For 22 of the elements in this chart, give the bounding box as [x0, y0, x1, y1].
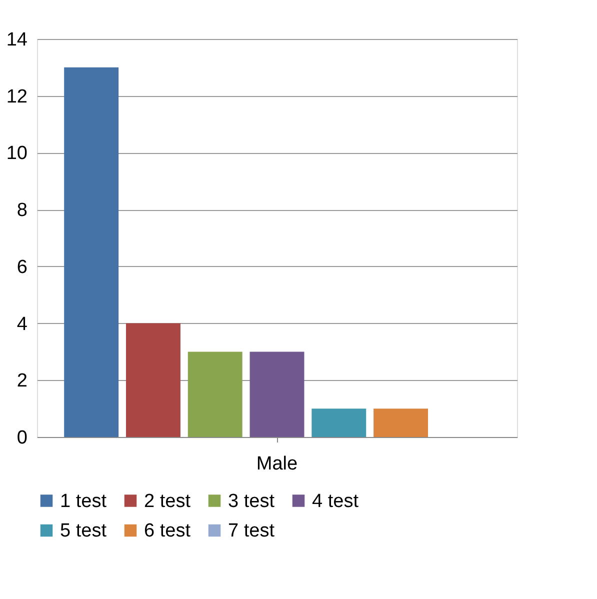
legend-label: 2 test	[144, 490, 192, 512]
y-tick-label: 2	[16, 370, 28, 392]
y-tick-label: 0	[16, 428, 28, 448]
bar	[126, 323, 180, 437]
legend-label: 6 test	[144, 520, 192, 542]
bar	[188, 352, 242, 437]
y-tick-label: 4	[16, 314, 28, 335]
bar	[374, 408, 428, 437]
legend-label: 4 test	[312, 490, 360, 512]
y-tick-label: 14	[6, 30, 28, 50]
bar	[312, 408, 366, 437]
y-tick-label: 8	[16, 200, 28, 222]
bar	[250, 352, 304, 437]
y-tick-label: 10	[6, 143, 28, 164]
legend-label: 7 test	[228, 520, 276, 542]
bar	[64, 67, 119, 437]
legend-label: 5 test	[60, 520, 108, 542]
x-tick-label: Male	[256, 454, 298, 474]
y-tick-label: 12	[6, 86, 28, 108]
legend-label: 3 test	[228, 490, 276, 512]
legend-label: 1 test	[60, 490, 108, 512]
y-tick-label: 6	[16, 256, 28, 278]
